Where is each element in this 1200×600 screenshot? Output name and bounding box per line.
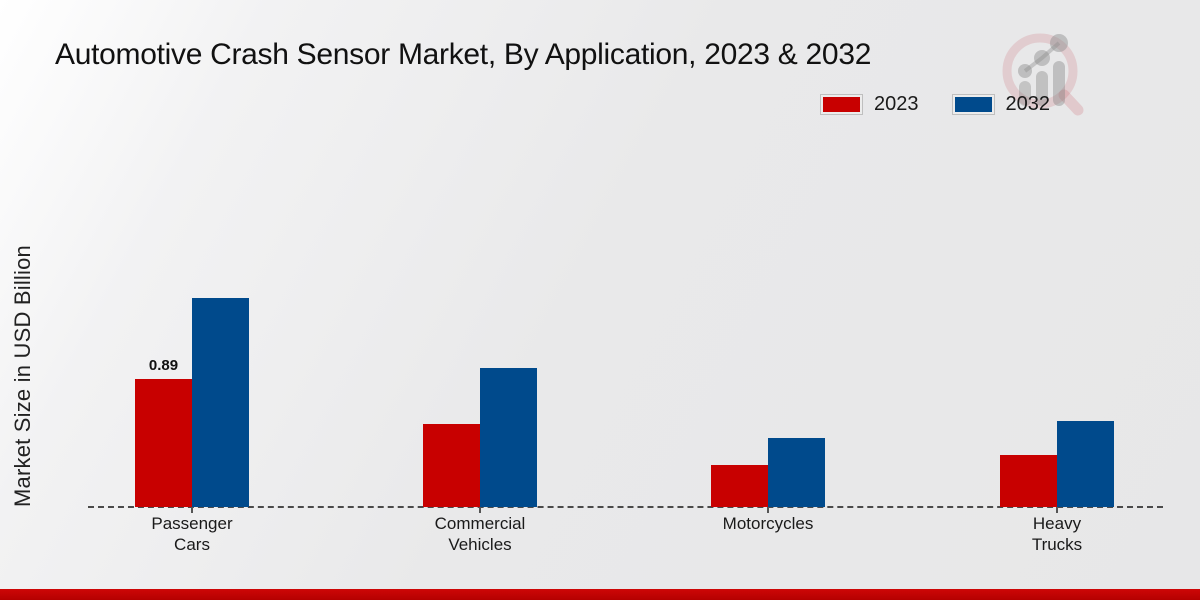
category-label-heavy-trucks: Heavy Trucks	[1031, 514, 1083, 554]
bar-2023-motorcycles	[711, 465, 768, 507]
magnifier-bar-chart-logo-watermark	[1002, 33, 1084, 116]
bar-2032-heavy-trucks	[1057, 421, 1114, 507]
category-label-commercial-vehicles: Commercial Vehicles	[434, 514, 526, 554]
x-axis-tick	[191, 507, 193, 513]
bar-2023-passenger-cars	[135, 379, 192, 507]
bar-2023-heavy-trucks	[1000, 455, 1057, 507]
category-label-passenger-cars: Passenger Cars	[151, 514, 233, 554]
bar-2023-commercial-vehicles	[423, 424, 480, 507]
x-axis-tick	[479, 507, 481, 513]
bar-2032-motorcycles	[768, 438, 825, 507]
bar-value-label: 0.89	[148, 357, 179, 374]
bar-2032-passenger-cars	[192, 298, 249, 507]
legend-swatch-2032	[952, 95, 994, 114]
legend-item-2032: 2032	[952, 93, 1051, 116]
x-axis-line	[88, 506, 1163, 508]
chart-title: Automotive Crash Sensor Market, By Appli…	[55, 38, 872, 71]
category-label-motorcycles: Motorcycles	[722, 514, 814, 533]
legend: 2023 2032	[821, 93, 1050, 116]
legend-label-2032: 2032	[1005, 93, 1051, 115]
bottom-accent-bar	[0, 589, 1200, 600]
legend-item-2023: 2023	[821, 93, 919, 116]
x-axis-tick	[767, 507, 769, 513]
legend-swatch-2023	[821, 95, 862, 114]
bar-2032-commercial-vehicles	[480, 368, 537, 507]
x-axis-tick	[1056, 507, 1058, 513]
legend-label-2023: 2023	[874, 93, 919, 115]
